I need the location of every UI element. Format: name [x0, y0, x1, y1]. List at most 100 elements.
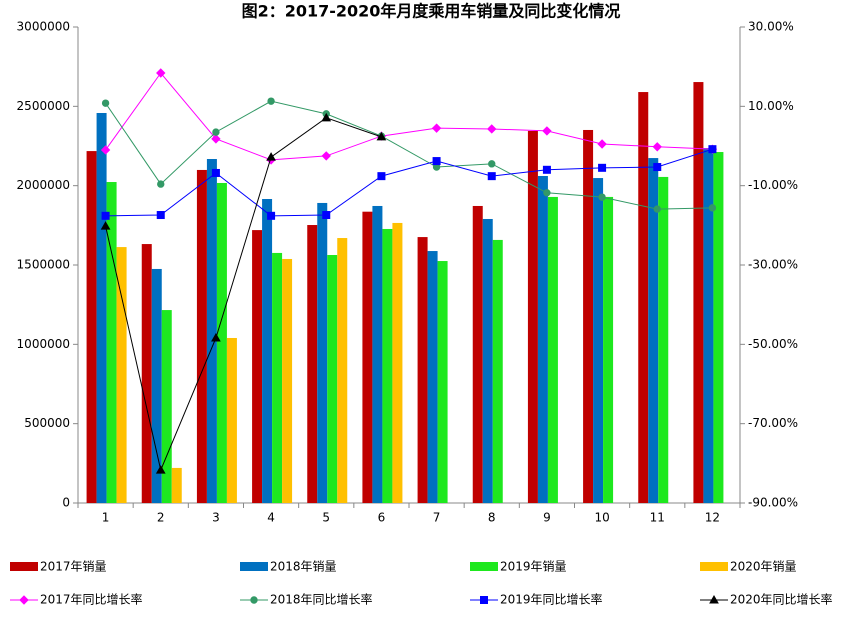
point	[101, 99, 110, 107]
y-tick-label: 2500000	[17, 99, 70, 113]
point	[267, 97, 275, 105]
point	[708, 204, 717, 212]
bar	[252, 230, 263, 504]
bar	[337, 238, 348, 503]
legend-swatch	[700, 562, 728, 571]
bar	[116, 247, 127, 503]
legend-label: 2020年同比增长率	[730, 592, 833, 607]
point	[100, 221, 111, 230]
line	[105, 117, 382, 472]
y-tick-label: 3000000	[17, 20, 70, 34]
point	[653, 163, 662, 172]
point	[19, 595, 29, 605]
x-tick-label: 2	[157, 511, 165, 525]
bar	[472, 205, 483, 503]
bar	[392, 222, 403, 503]
line	[105, 148, 713, 217]
point	[212, 128, 220, 136]
y2-tick-label: -90.00%	[748, 496, 798, 510]
legend-label: 2017年同比增长率	[40, 592, 143, 607]
bar	[593, 178, 604, 503]
bar	[658, 176, 669, 503]
point	[542, 165, 551, 174]
line	[105, 100, 713, 210]
x-tick-label: 10	[594, 511, 609, 525]
y-tick-label: 500000	[24, 416, 70, 430]
legend-label: 2018年同比增长率	[270, 592, 373, 607]
point	[211, 168, 220, 177]
bar	[492, 239, 503, 503]
point	[598, 163, 607, 172]
line	[105, 72, 713, 161]
legend-swatch	[10, 562, 38, 571]
point	[156, 211, 165, 220]
point	[376, 131, 387, 141]
x-tick-label: 8	[488, 511, 496, 525]
bar	[86, 151, 97, 503]
y2-tick-label: -10.00%	[748, 178, 798, 192]
point	[321, 112, 332, 122]
bar	[527, 130, 538, 503]
bar	[272, 252, 283, 503]
point	[488, 160, 496, 168]
y-tick-label: 2000000	[17, 178, 70, 192]
legend-label: 2018年销量	[270, 560, 337, 574]
x-tick-label: 4	[267, 511, 275, 525]
bar	[151, 268, 162, 503]
bar	[171, 467, 182, 503]
point	[709, 594, 719, 604]
y2-tick-label: -30.00%	[748, 258, 798, 272]
point	[653, 205, 661, 213]
point	[542, 126, 552, 136]
bar	[382, 228, 393, 503]
point	[431, 123, 442, 133]
bar	[307, 225, 318, 504]
bar	[547, 196, 558, 503]
bar	[317, 202, 328, 503]
bar	[106, 182, 117, 503]
bar	[583, 129, 594, 503]
x-tick-label: 1	[102, 511, 110, 525]
point	[267, 211, 276, 220]
y2-tick-label: 30.00%	[748, 20, 794, 34]
bar	[262, 198, 273, 503]
y-tick-label: 1500000	[17, 258, 70, 272]
point	[597, 139, 607, 149]
legend-swatch	[470, 562, 498, 571]
x-tick-label: 11	[650, 511, 665, 525]
point	[708, 145, 717, 154]
bar	[362, 211, 373, 504]
point	[211, 332, 221, 342]
legend-label: 2017年销量	[40, 560, 107, 574]
bar	[603, 196, 614, 503]
point	[432, 157, 441, 166]
bar	[713, 152, 724, 503]
point	[250, 596, 258, 604]
y2-tick-label: -70.00%	[748, 416, 798, 430]
legend-label: 2019年销量	[500, 560, 567, 574]
point	[377, 172, 386, 181]
point	[321, 151, 331, 161]
bar	[372, 205, 383, 503]
bar	[206, 159, 217, 503]
point	[100, 145, 111, 155]
bar	[216, 182, 227, 503]
y2-tick-label: -50.00%	[748, 337, 798, 351]
bar	[537, 175, 548, 503]
legend-swatch	[240, 562, 268, 571]
bar	[327, 255, 338, 503]
point	[480, 596, 488, 604]
x-tick-label: 12	[705, 511, 720, 525]
bar	[141, 244, 152, 503]
point	[487, 172, 496, 181]
point	[652, 142, 662, 152]
point	[487, 124, 497, 134]
point	[156, 68, 166, 78]
x-tick-label: 9	[543, 511, 551, 525]
chart-title: 图2：2017-2020年月度乘用车销量及同比变化情况	[242, 2, 621, 21]
bar	[417, 237, 428, 504]
bar	[693, 82, 704, 503]
point	[211, 134, 221, 144]
bar	[226, 337, 237, 503]
x-tick-label: 7	[433, 511, 441, 525]
